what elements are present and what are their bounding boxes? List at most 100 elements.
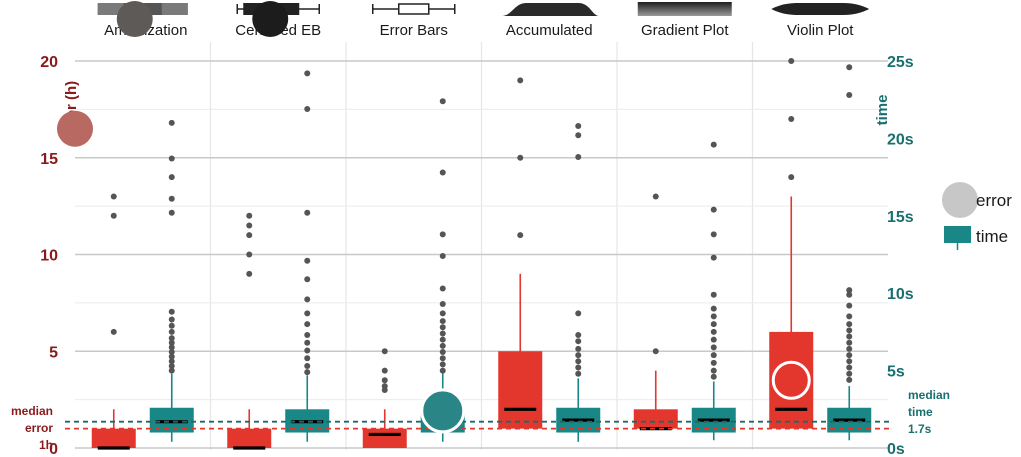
right-axis-tick-label: 5s <box>887 364 905 381</box>
time-gradient-plot-outlier <box>710 291 717 298</box>
error-violin-plot-outlier <box>788 116 795 123</box>
error-violin-plot-outlier <box>788 174 795 181</box>
time-centered-eb-outlier <box>304 310 311 317</box>
error-accumulated-box <box>498 351 543 429</box>
time-gradient-plot-outlier <box>710 321 717 328</box>
time-accumulated-outlier <box>575 364 582 371</box>
left-axis-tick-label: 10 <box>40 248 58 265</box>
error-error-bars-outlier <box>381 383 388 390</box>
time-gradient-plot-outlier <box>710 328 717 335</box>
time-centered-eb-outlier <box>304 296 311 303</box>
markers <box>57 1 811 434</box>
time-gradient-plot-outlier <box>710 231 717 238</box>
time-centered-eb-outlier <box>304 105 311 112</box>
time-amortization-outlier <box>168 174 175 181</box>
time-error-bars-outlier <box>439 301 446 308</box>
time-violin-plot-outlier <box>846 291 853 298</box>
time-accumulated-outlier <box>575 370 582 377</box>
time-violin-plot-outlier <box>846 313 853 320</box>
error-accumulated-outlier <box>517 154 524 161</box>
time-amortization-outlier <box>168 344 175 351</box>
time-centered-eb-outlier <box>304 362 311 369</box>
time-centered-eb-outlier <box>304 347 311 354</box>
error-amortization-outlier <box>110 328 117 335</box>
time-gradient-plot-outlier <box>710 344 717 351</box>
marker-teal-circle <box>420 388 466 434</box>
time-error-bars-outlier <box>439 285 446 292</box>
reference-label-0-2: 1h <box>39 438 53 452</box>
error-violin-plot-outlier <box>788 58 795 64</box>
error-accumulated-outlier <box>517 232 524 239</box>
time-centered-eb-outlier <box>304 276 311 283</box>
error-error-bars-outlier <box>381 377 388 384</box>
time-amortization-outlier <box>168 209 175 216</box>
right-axis-tick-label: 15s <box>887 209 914 226</box>
error-centered-eb-outlier <box>246 270 253 277</box>
error-gradient-plot-box <box>633 409 678 429</box>
time-centered-eb-outlier <box>304 321 311 328</box>
marker-dark-gray-circle <box>116 1 153 37</box>
time-centered-eb-outlier <box>304 339 311 346</box>
time-accumulated-outlier <box>575 358 582 365</box>
time-amortization-outlier <box>168 308 175 315</box>
time-error-bars-outlier <box>439 355 446 362</box>
error-centered-eb-outlier <box>246 251 253 258</box>
time-gradient-plot-outlier <box>710 336 717 343</box>
reference-lines: median error 1h median time 1.7s <box>11 388 950 452</box>
time-gradient-plot-outlier <box>710 206 717 213</box>
time-gradient-plot-outlier <box>710 254 717 261</box>
marker-ring-circle <box>771 360 811 400</box>
time-accumulated-outlier <box>575 123 582 130</box>
time-violin-plot-outlier <box>846 352 853 359</box>
time-centered-eb-outlier <box>304 369 311 376</box>
time-centered-eb-outlier <box>304 355 311 362</box>
time-gradient-plot-outlier <box>710 367 717 374</box>
time-amortization-outlier <box>168 316 175 323</box>
error-gradient-plot-outlier <box>652 348 659 355</box>
marker-black-circle <box>252 1 289 37</box>
time-amortization-outlier <box>168 335 175 342</box>
time-amortization-outlier <box>168 328 175 335</box>
time-amortization-outlier <box>168 322 175 329</box>
error-gradient-plot-outlier <box>652 193 659 200</box>
time-gradient-plot-outlier <box>710 373 717 380</box>
error-error-bars-outlier <box>381 348 388 355</box>
left-axis-tick-label: 15 <box>40 151 58 168</box>
right-axis-tick-label: 20s <box>887 131 914 148</box>
header-strip-gradient-plot <box>637 2 732 16</box>
left-axis-tick-label: 0 <box>49 441 58 457</box>
time-gradient-plot-outlier <box>710 352 717 359</box>
time-accumulated-outlier <box>575 132 582 139</box>
error-centered-eb-outlier <box>246 232 253 239</box>
error-centered-eb-box <box>227 428 272 448</box>
time-accumulated-outlier <box>575 331 582 338</box>
time-error-bars-outlier <box>439 367 446 374</box>
time-error-bars-outlier <box>439 361 446 368</box>
time-gradient-plot-outlier <box>710 359 717 366</box>
time-violin-plot-outlier <box>846 287 853 294</box>
error-amortization-box <box>91 428 136 448</box>
time-violin-plot-outlier <box>846 358 853 365</box>
time-accumulated-outlier <box>575 345 582 352</box>
header-strip-violin-plot <box>771 3 870 15</box>
time-violin-plot-outlier <box>846 92 853 99</box>
time-error-bars-outlier <box>439 324 446 331</box>
legend-time-swatch <box>944 226 971 243</box>
background-layer <box>209 42 754 450</box>
time-centered-eb-outlier <box>304 257 311 264</box>
time-amortization-outlier <box>168 358 175 365</box>
time-centered-eb-outlier <box>304 331 311 338</box>
time-violin-plot-outlier <box>846 370 853 377</box>
time-violin-plot-outlier <box>846 339 853 346</box>
time-error-bars-outlier <box>439 349 446 356</box>
time-centered-eb-outlier <box>304 70 311 77</box>
panel-title-accumulated: Accumulated <box>506 22 593 39</box>
error-violin-plot-box <box>769 331 814 429</box>
time-violin-plot-outlier <box>846 302 853 309</box>
time-amortization-outlier <box>168 353 175 360</box>
time-error-bars-outlier <box>439 342 446 349</box>
reference-label-0-0: median <box>11 404 53 418</box>
